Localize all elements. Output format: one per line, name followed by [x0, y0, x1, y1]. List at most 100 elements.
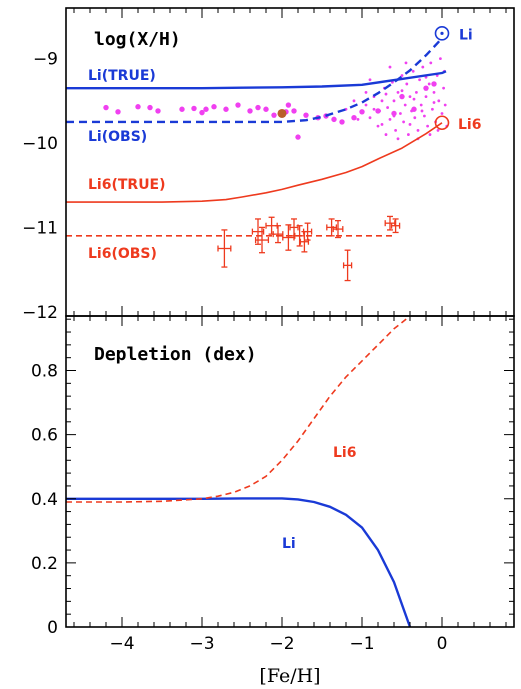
- li-obs-point-small: [411, 69, 415, 73]
- li6-obs-point: [289, 218, 299, 237]
- top-frame: [65, 7, 515, 317]
- li-obs-point: [211, 104, 217, 110]
- li-obs-point-small: [388, 117, 392, 121]
- li-obs-point-small: [439, 57, 442, 61]
- li-obs-point: [235, 102, 241, 108]
- li-obs-point-small: [364, 103, 368, 107]
- li-obs-point-small: [432, 101, 436, 104]
- li6-obs-point: [390, 218, 401, 234]
- li-obs-point-small: [403, 103, 407, 107]
- y-tick-label: −12: [22, 303, 58, 323]
- li-obs-point: [155, 108, 161, 114]
- li-obs-point: [255, 104, 261, 111]
- li-obs-point-small: [408, 123, 412, 126]
- li-obs-point-small: [356, 117, 360, 121]
- y-tick-label: 0.2: [31, 554, 58, 574]
- li-obs-point-small: [427, 82, 431, 86]
- li-obs-point-small: [404, 61, 408, 65]
- li6-obs-point: [272, 225, 284, 244]
- li-obs-point-small: [388, 65, 392, 69]
- y-tick-label: 0.4: [31, 490, 58, 510]
- li-obs-point: [147, 104, 153, 111]
- bottom-panel-title: Depletion (dex): [94, 344, 257, 365]
- li-obs-label: Li(OBS): [88, 129, 147, 145]
- y-tick-label: −11: [22, 218, 58, 238]
- x-tick-label: −2: [269, 634, 294, 654]
- bot-frame: [65, 315, 515, 628]
- x-tick-label: −3: [189, 634, 214, 654]
- li-obs-point-small: [426, 124, 429, 128]
- li-obs-point: [295, 134, 301, 140]
- li6-marker-label: Li6: [458, 117, 481, 133]
- li-true-label: Li(TRUE): [88, 68, 156, 84]
- x-tick-label: 0: [437, 634, 448, 654]
- li6-obs-label: Li6(OBS): [88, 246, 157, 262]
- li-obs-point: [431, 81, 437, 87]
- li-obs-point-small: [380, 99, 384, 103]
- li-obs-point-small: [420, 109, 424, 113]
- li-obs-point-small: [431, 107, 434, 111]
- li-obs-point: [423, 85, 429, 91]
- li-obs-point-small: [372, 107, 376, 111]
- series-li6-true-: [66, 122, 443, 203]
- li-obs-point: [115, 109, 121, 115]
- li-obs-point-small: [424, 95, 428, 99]
- li-obs-point: [263, 106, 269, 112]
- li-obs-point-small: [428, 133, 432, 136]
- x-tick-label: −4: [109, 634, 134, 654]
- li-obs-point: [191, 105, 197, 112]
- li6-obs-point: [302, 222, 313, 241]
- li-obs-point-small: [415, 90, 418, 94]
- li-obs-point-small: [396, 137, 400, 141]
- li-obs-point-small: [429, 61, 433, 65]
- li-obs-point-small: [402, 120, 405, 124]
- series-li: [66, 497, 412, 627]
- li6-obs-point: [282, 224, 295, 251]
- li-obs-point: [203, 106, 209, 112]
- li6-obs-point: [217, 229, 232, 268]
- series-li-true-: [66, 70, 447, 90]
- brown-point: [277, 108, 287, 118]
- series-li6: [66, 316, 411, 503]
- li-marker-dot: [440, 31, 444, 35]
- li-obs-point-small: [392, 99, 396, 103]
- li-obs-point: [303, 112, 309, 118]
- li-obs-point-small: [352, 99, 356, 103]
- li-obs-point-small: [412, 97, 416, 101]
- li-obs-point-small: [399, 112, 402, 115]
- y-tick-label: 0: [47, 618, 58, 638]
- li-obs-point: [223, 106, 229, 112]
- li-obs-point: [339, 119, 345, 125]
- li-obs-point-small: [436, 128, 440, 132]
- li6-true-label: Li6(TRUE): [88, 177, 166, 193]
- li-obs-point: [103, 104, 109, 111]
- bottom-panel: Depletion (dex) Li6 Li −4 −3 −2 −1 0 0 0.2 0.4 0.6 0…: [31, 315, 515, 687]
- li-obs-point: [411, 106, 417, 112]
- x-axis-label: [Fe/H]: [259, 665, 320, 687]
- li-obs-point: [247, 108, 253, 114]
- y-tick-label: 0.6: [31, 426, 58, 446]
- top-panel: Li Li6 Li(TRUE) Li(OBS) Li6(TRUE) Li6(OBS) log…: [22, 7, 515, 323]
- li-marker-label: Li: [459, 27, 473, 43]
- li6-obs-point: [326, 218, 338, 237]
- li-obs-point: [135, 104, 141, 110]
- li-obs-point-small: [419, 103, 423, 107]
- li-obs-point-small: [386, 106, 389, 109]
- li-obs-point: [291, 108, 297, 114]
- li-obs-point-small: [432, 90, 436, 94]
- li-obs-point: [359, 109, 365, 115]
- li-obs-point-small: [407, 133, 410, 136]
- li-obs-point-small: [437, 99, 441, 103]
- li-obs-point-small: [364, 90, 368, 94]
- li-obs-point: [351, 114, 357, 121]
- li6-obs-point: [254, 226, 270, 254]
- li-obs-point-small: [408, 95, 412, 99]
- y-tick-label: 0.8: [31, 362, 58, 382]
- li-obs-point: [331, 116, 337, 123]
- bottom-li6-label: Li6: [333, 445, 356, 461]
- bottom-li-label: Li: [282, 536, 296, 552]
- li-marker-circle: [434, 26, 450, 41]
- li-obs-point-small: [418, 78, 421, 82]
- series-li-obs-: [66, 36, 443, 124]
